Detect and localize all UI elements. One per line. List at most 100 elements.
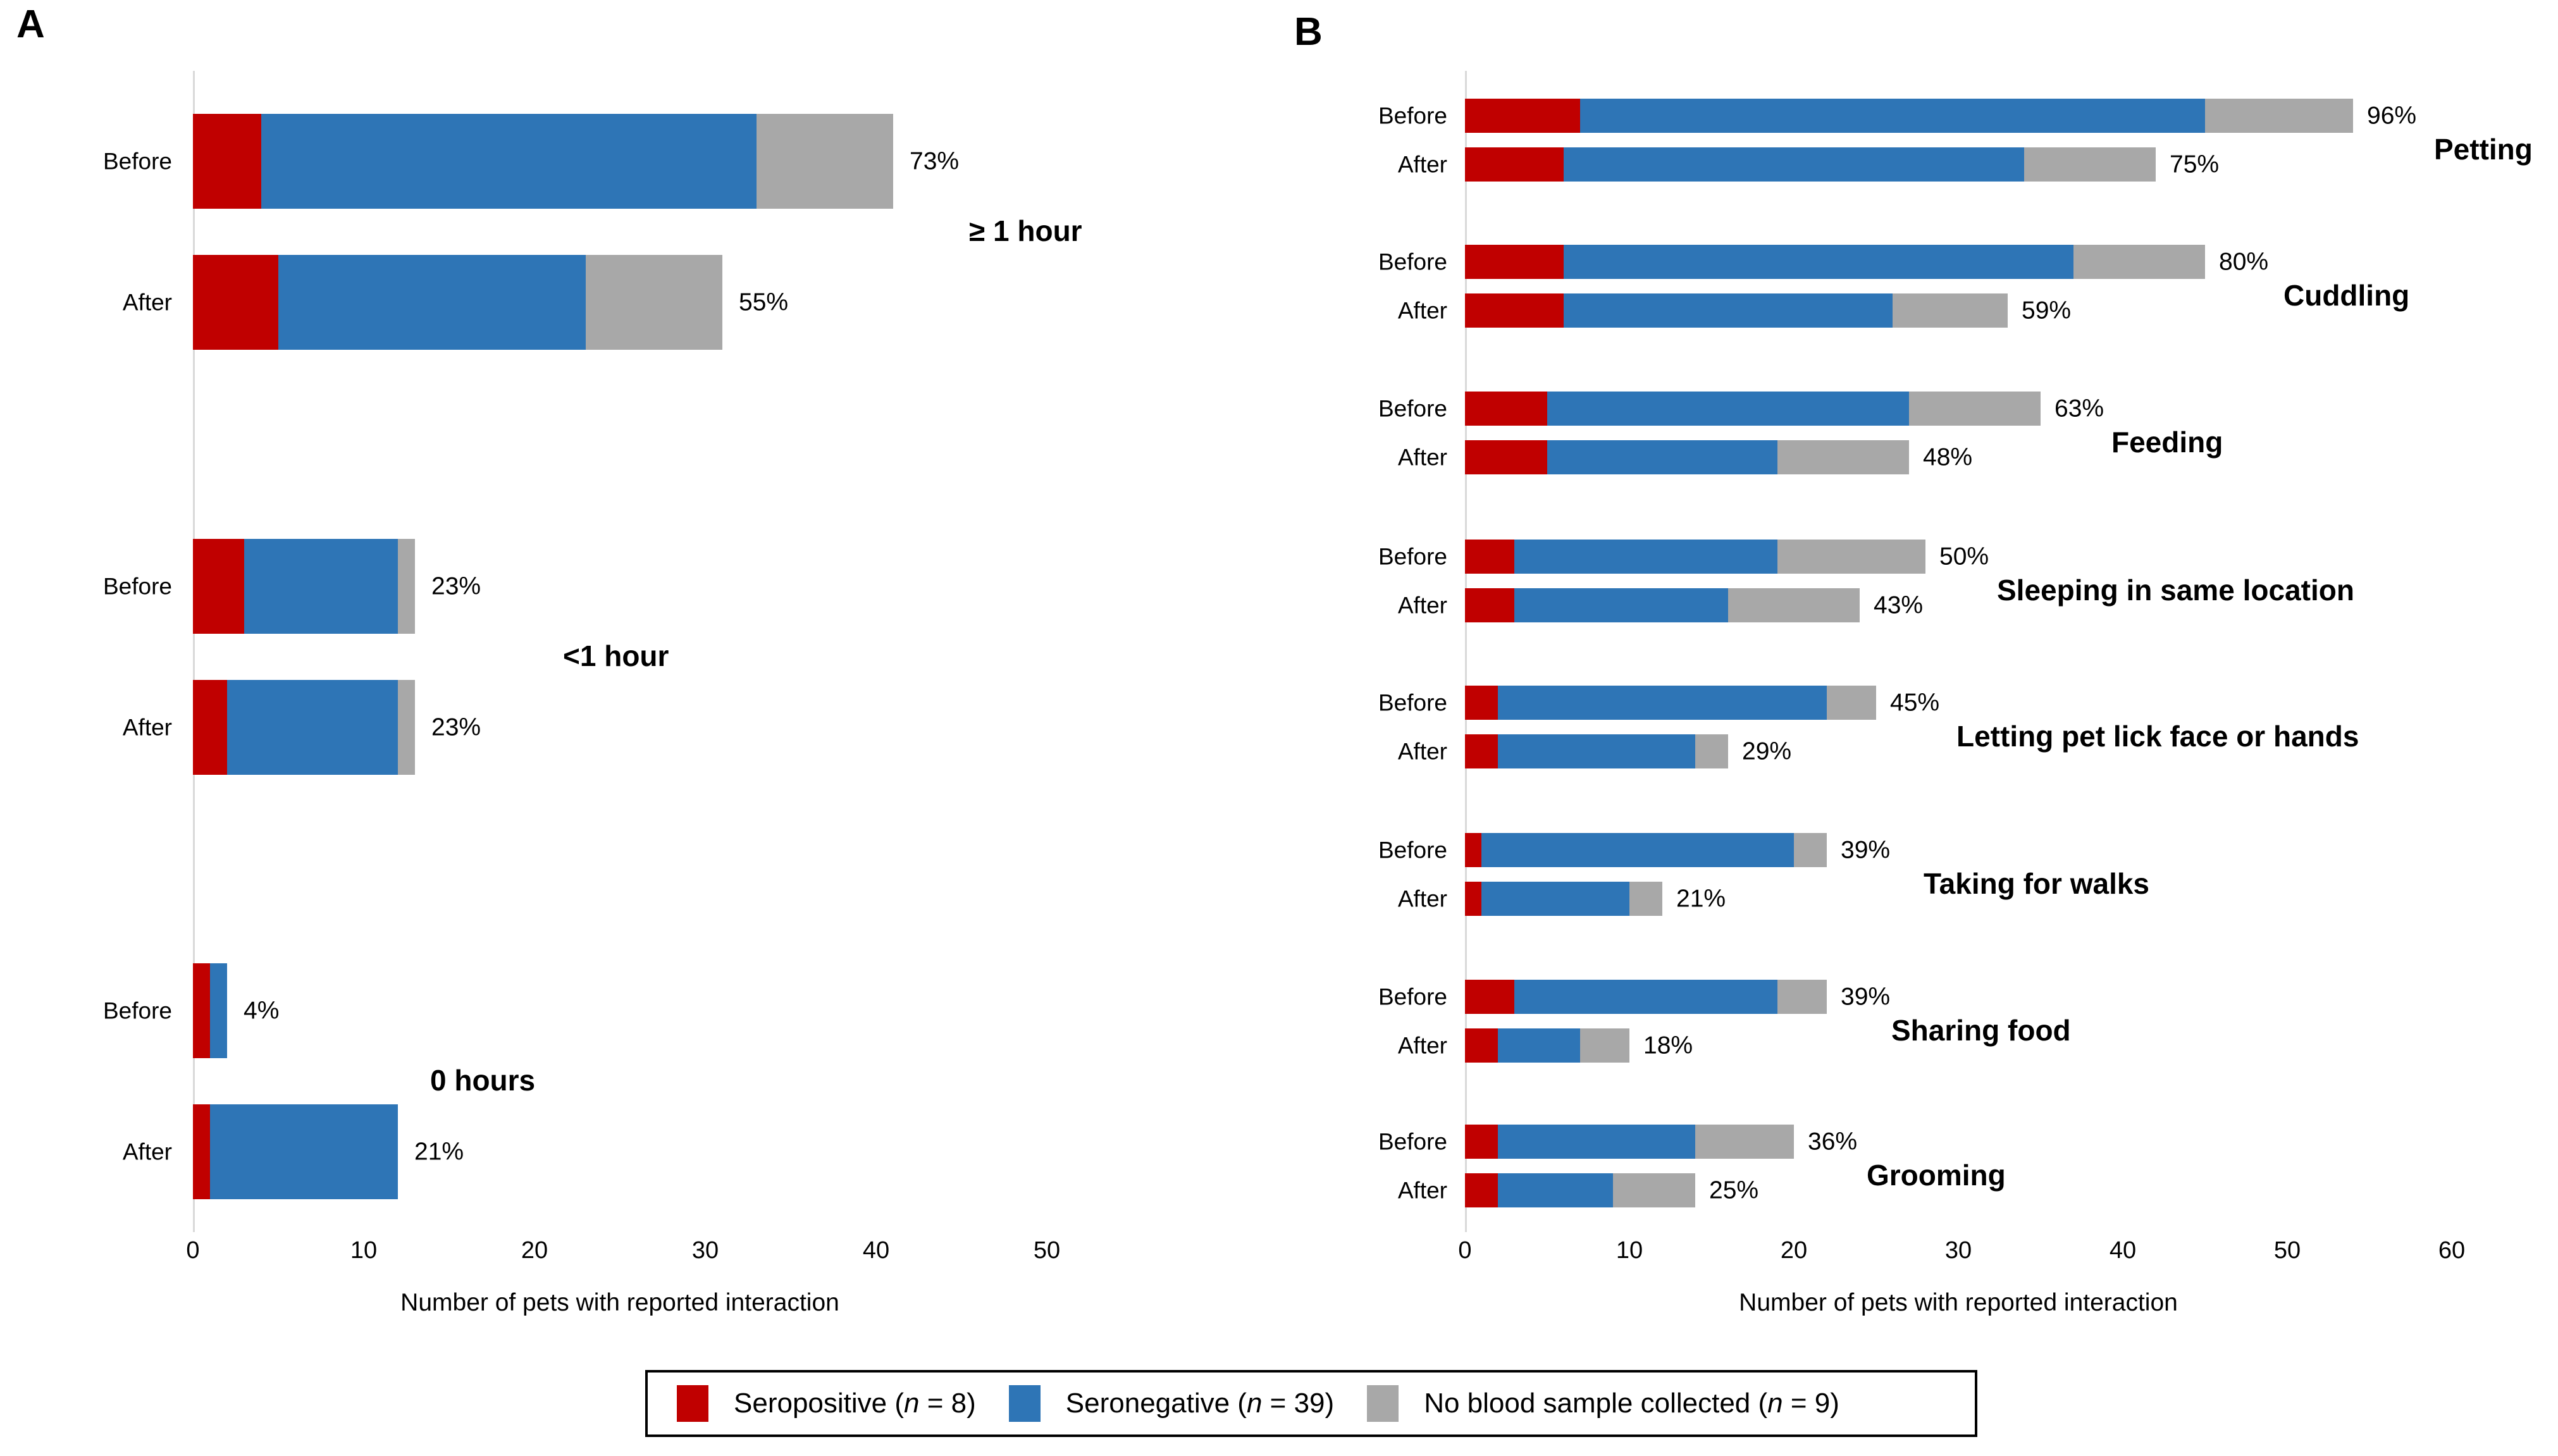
panel-b-x-tick: 20 — [1780, 1237, 1808, 1264]
group-caption: Grooming — [1867, 1159, 2006, 1192]
bar-segment-seropositive — [193, 680, 227, 775]
group-caption: 0 hours — [430, 1064, 536, 1097]
legend-item: Seronegative (n = 39) — [1008, 1385, 1334, 1422]
bar-percent-label: 18% — [1643, 1032, 1693, 1059]
bar-segment-seronegative — [1481, 833, 1794, 867]
bar-segment-seronegative — [227, 680, 398, 775]
bar-percent-label: 36% — [1808, 1128, 1858, 1156]
panel-b-x-tick: 50 — [2273, 1237, 2301, 1264]
bar-row-label: Before — [102, 573, 172, 600]
panel-a-x-tick: 50 — [1033, 1237, 1061, 1264]
bar-percent-label: 43% — [1874, 591, 1924, 619]
bar-row-label: After — [1397, 444, 1447, 471]
legend: Seropositive (n = 8) Seronegative (n = 39… — [645, 1370, 1977, 1437]
legend-item: Seropositive (n = 8) — [677, 1385, 976, 1422]
legend-label-count: = 9) — [1783, 1388, 1839, 1419]
bar-segment-seronegative — [1580, 99, 2205, 133]
bar-segment-no-blood-sample — [1794, 833, 1827, 867]
bar-segment-no-blood-sample — [1580, 1028, 1629, 1063]
bar-segment-no-blood-sample — [757, 114, 893, 209]
bar-segment-seropositive — [1465, 540, 1514, 574]
legend-label-n: n — [904, 1388, 920, 1419]
bar-row-label: Before — [102, 148, 172, 175]
bar-row-label: Before — [1378, 984, 1447, 1010]
bar-segment-seronegative — [1514, 588, 1728, 622]
panel-b-label: B — [1294, 10, 1323, 54]
bar-segment-seronegative — [1514, 980, 1777, 1014]
bar-segment-seropositive — [1465, 734, 1498, 768]
bar-percent-label: 23% — [431, 572, 481, 600]
group-caption: Sharing food — [1891, 1014, 2071, 1047]
bar-segment-seropositive — [193, 539, 244, 634]
bar-segment-seropositive — [1465, 686, 1498, 720]
bar-segment-seropositive — [1465, 588, 1514, 622]
bar-segment-seronegative — [1498, 1173, 1613, 1207]
bar-row-label: After — [1397, 297, 1447, 324]
bar-segment-no-blood-sample — [1909, 392, 2041, 426]
bar-segment-no-blood-sample — [586, 255, 722, 350]
group-caption: <1 hour — [563, 639, 669, 672]
bar-row-label: After — [1397, 151, 1447, 178]
bar-percent-label: 55% — [739, 288, 789, 316]
bar-row-label: After — [122, 714, 172, 741]
group-caption: Petting — [2434, 133, 2533, 166]
bar-segment-seropositive — [1465, 1125, 1498, 1159]
panel-a-x-tick: 40 — [862, 1237, 890, 1264]
bar-segment-no-blood-sample — [1827, 686, 1876, 720]
group-caption: Sleeping in same location — [1997, 574, 2354, 607]
bar-row-label: After — [1397, 592, 1447, 619]
bar-segment-seronegative — [210, 963, 227, 1058]
bar-segment-no-blood-sample — [1777, 440, 1909, 474]
bar-segment-seronegative — [1498, 1125, 1695, 1159]
group-caption: Cuddling — [2283, 279, 2410, 312]
bar-segment-seropositive — [1465, 99, 1580, 133]
bar-row-label: After — [122, 289, 172, 316]
bar-segment-seronegative — [1564, 245, 2073, 279]
panel-b-x-axis-title: Number of pets with reported interaction — [1739, 1289, 2178, 1316]
bar-row-label: Before — [1378, 689, 1447, 716]
legend-label: No blood sample collected (n = 9) — [1424, 1390, 1839, 1417]
bar-segment-seropositive — [193, 963, 210, 1058]
bar-percent-label: 45% — [1890, 689, 1940, 717]
panel-a-x-tick: 10 — [350, 1237, 378, 1264]
legend-label: Seronegative (n = 39) — [1066, 1390, 1334, 1417]
bar-percent-label: 39% — [1841, 836, 1891, 864]
group-caption: ≥ 1 hour — [969, 214, 1082, 247]
bar-segment-seropositive — [1465, 882, 1481, 916]
bar-row-label: Before — [1378, 837, 1447, 863]
bar-percent-label: 25% — [1709, 1176, 1759, 1204]
bar-row-label: Before — [1378, 1128, 1447, 1155]
bar-percent-label: 63% — [2054, 395, 2104, 423]
bar-segment-seropositive — [1465, 980, 1514, 1014]
bar-percent-label: 4% — [244, 997, 280, 1025]
bar-percent-label: 29% — [1742, 737, 1792, 765]
bar-percent-label: 21% — [414, 1138, 464, 1166]
bar-row-label: After — [122, 1138, 172, 1165]
bar-segment-seronegative — [1547, 392, 1909, 426]
bar-row-label: Before — [1378, 102, 1447, 129]
panel-a-x-tick: 20 — [521, 1237, 548, 1264]
panel-a-x-tick: 0 — [186, 1237, 200, 1264]
bar-row-label: After — [1397, 1177, 1447, 1204]
bar-segment-no-blood-sample — [1629, 882, 1662, 916]
panel-b-y-axis-line — [1465, 71, 1467, 1232]
group-caption: Letting pet lick face or hands — [1956, 720, 2359, 753]
bar-row-label: Before — [1378, 395, 1447, 422]
legend-swatch-seronegative — [1008, 1385, 1041, 1422]
panel-a-y-axis-line — [193, 71, 195, 1232]
bar-segment-no-blood-sample — [1728, 588, 1860, 622]
panel-a-label: A — [16, 3, 45, 46]
bar-row-label: Before — [1378, 543, 1447, 570]
legend-swatch-seropositive — [677, 1385, 708, 1422]
legend-label-n: n — [1767, 1388, 1783, 1419]
bar-segment-seronegative — [1481, 882, 1629, 916]
bar-percent-label: 50% — [1939, 543, 1989, 571]
bar-segment-no-blood-sample — [1613, 1173, 1695, 1207]
bar-percent-label: 75% — [2170, 151, 2220, 178]
bar-segment-seronegative — [210, 1104, 398, 1199]
bar-segment-no-blood-sample — [2205, 99, 2353, 133]
bar-segment-seronegative — [1498, 734, 1695, 768]
bar-segment-no-blood-sample — [398, 680, 415, 775]
bar-segment-seronegative — [1514, 540, 1777, 574]
bar-segment-seronegative — [1498, 686, 1827, 720]
